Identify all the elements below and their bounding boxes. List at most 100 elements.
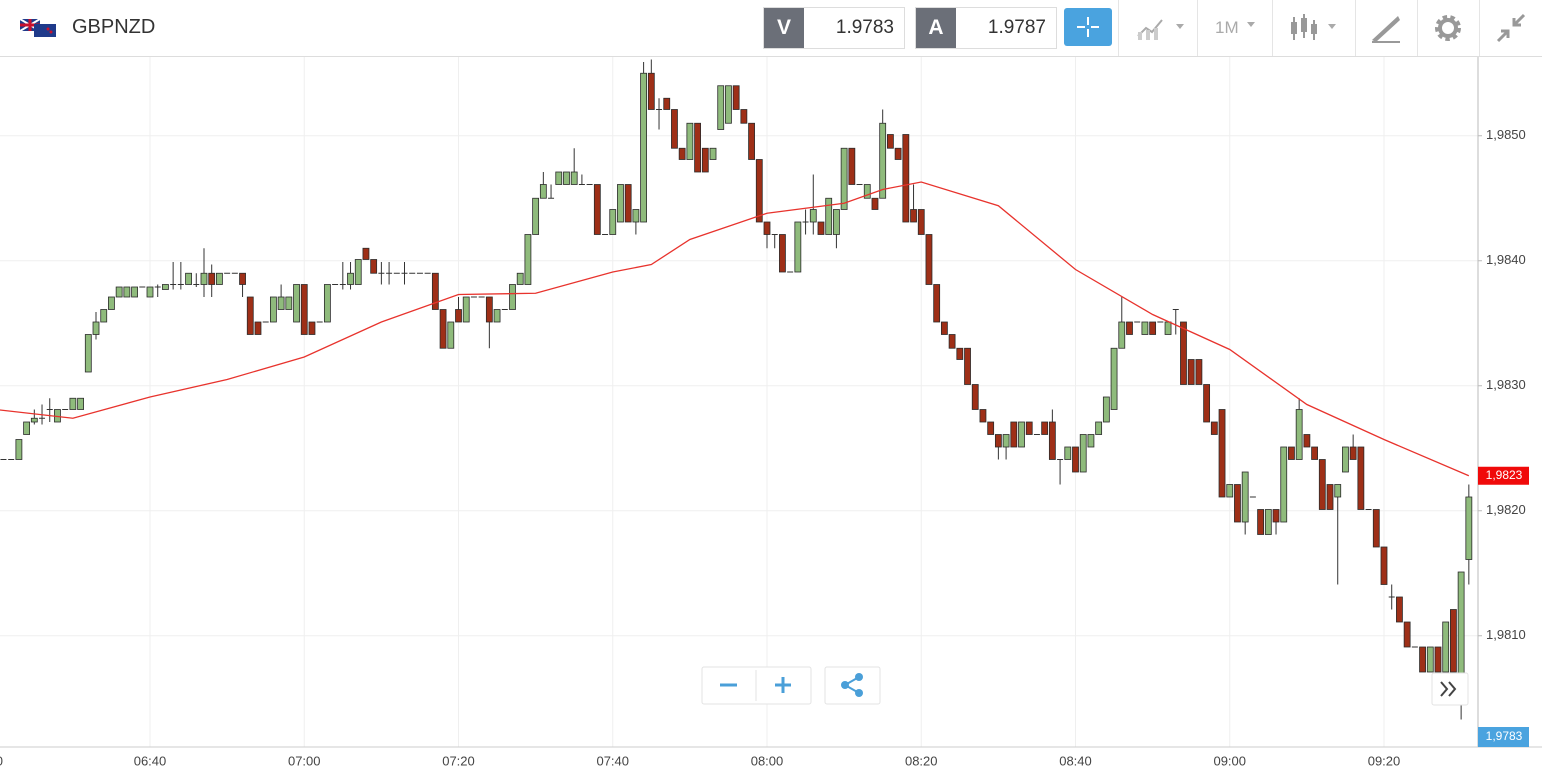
candle-body — [1218, 409, 1226, 498]
x-tick-label: 07:20 — [442, 753, 475, 768]
y-tick-label: 1,9810 — [1486, 627, 1526, 642]
chart-type-button[interactable] — [1288, 12, 1344, 46]
candle-body — [825, 197, 833, 235]
candle-body — [1164, 321, 1172, 335]
candle-body — [1334, 484, 1342, 498]
divider — [1479, 0, 1480, 56]
candle-body — [701, 147, 709, 173]
candle-body — [293, 284, 300, 323]
candle-body — [1403, 621, 1411, 648]
candle-body — [1442, 621, 1450, 673]
candle-body — [624, 184, 632, 223]
candle-body — [1072, 446, 1079, 473]
candle-body — [871, 197, 879, 210]
candle-body — [539, 184, 547, 199]
candle-body — [1257, 509, 1264, 535]
candle-body — [686, 122, 694, 160]
candle-body — [323, 284, 331, 323]
y-tick-label: 1,9840 — [1486, 252, 1526, 267]
candle-body — [940, 321, 948, 335]
candle-body — [185, 272, 192, 285]
divider — [1355, 0, 1356, 56]
candle-body — [609, 209, 617, 235]
axis-labels: 1,9810 1,9820 1,9830 1,9840 1,9850 20 06:40 07:… — [0, 127, 1526, 768]
candle-body — [1380, 546, 1388, 585]
flag-icon — [20, 19, 56, 37]
grid — [0, 57, 1478, 747]
candle-body — [879, 122, 887, 199]
x-tick-label: 09:20 — [1368, 753, 1401, 768]
candle-body — [663, 97, 671, 110]
candle-body — [84, 334, 92, 373]
candle-body — [1372, 509, 1380, 548]
candle-body — [755, 159, 763, 223]
candle-body — [115, 286, 123, 298]
candle-body — [269, 296, 277, 323]
candle-body — [1272, 509, 1280, 523]
candle-body — [671, 109, 678, 149]
candle-body — [347, 272, 354, 285]
candle-body — [162, 284, 169, 290]
candle-body — [1465, 496, 1473, 560]
candle-body — [447, 321, 455, 349]
candle-body — [216, 272, 223, 285]
buy-price: 1.9787 — [987, 17, 1046, 38]
candle-body — [146, 286, 154, 298]
candle-body — [933, 284, 941, 323]
candles — [0, 59, 1473, 720]
candle-body — [809, 209, 817, 223]
candle-body — [1102, 396, 1110, 423]
candle-body — [647, 72, 655, 110]
divider — [1197, 0, 1198, 56]
candle-body — [15, 439, 23, 460]
candle-body — [532, 197, 540, 235]
candle-body — [1234, 484, 1241, 523]
buy-button[interactable]: A 1.9787 — [915, 7, 1057, 49]
divider — [1118, 0, 1119, 56]
indicator-button[interactable] — [1136, 16, 1190, 42]
x-tick-label: 06:40 — [134, 753, 167, 768]
candle-body — [370, 259, 378, 274]
candle-body — [254, 321, 262, 335]
x-tick-label: 08:00 — [751, 753, 784, 768]
candle-body — [863, 184, 871, 199]
candle-body — [910, 209, 917, 223]
candle-body — [1419, 646, 1426, 673]
sell-price: 1.9783 — [835, 17, 894, 38]
candle-body — [1311, 446, 1318, 460]
candle-body — [362, 247, 370, 260]
candle-body — [509, 284, 516, 310]
candle-body — [640, 72, 647, 223]
candle-body — [632, 209, 640, 223]
collapse-button[interactable] — [1496, 13, 1526, 43]
candle-body — [717, 85, 725, 130]
sell-button[interactable]: V 1.9783 — [763, 7, 905, 49]
crosshair-button[interactable] — [1064, 8, 1112, 46]
candle-body — [979, 409, 987, 423]
share-icon — [841, 673, 863, 697]
candle-body — [1141, 321, 1149, 335]
draw-tool-button[interactable] — [1370, 12, 1404, 46]
ma-price-box — [1478, 466, 1529, 485]
candle-body — [1349, 446, 1357, 460]
symbol: GBPNZD — [72, 16, 156, 38]
candle-body — [725, 85, 732, 124]
candle-body — [563, 171, 570, 185]
share-button[interactable] — [824, 666, 881, 705]
candle-body — [1025, 421, 1033, 435]
settings-button[interactable] — [1433, 13, 1463, 43]
timeframe-button[interactable]: 1M — [1215, 18, 1239, 37]
candle-body — [30, 417, 38, 423]
candle-body — [239, 272, 246, 285]
candle-body — [23, 421, 31, 435]
candle-body — [1064, 446, 1072, 460]
candle-body — [887, 134, 894, 149]
scroll-end-button[interactable] — [1431, 672, 1469, 706]
candle-body — [1280, 446, 1288, 523]
candle-body — [100, 309, 108, 323]
candle-body — [917, 209, 925, 235]
candle-body — [200, 272, 208, 285]
candle-body — [964, 347, 971, 385]
divider — [1272, 0, 1273, 56]
